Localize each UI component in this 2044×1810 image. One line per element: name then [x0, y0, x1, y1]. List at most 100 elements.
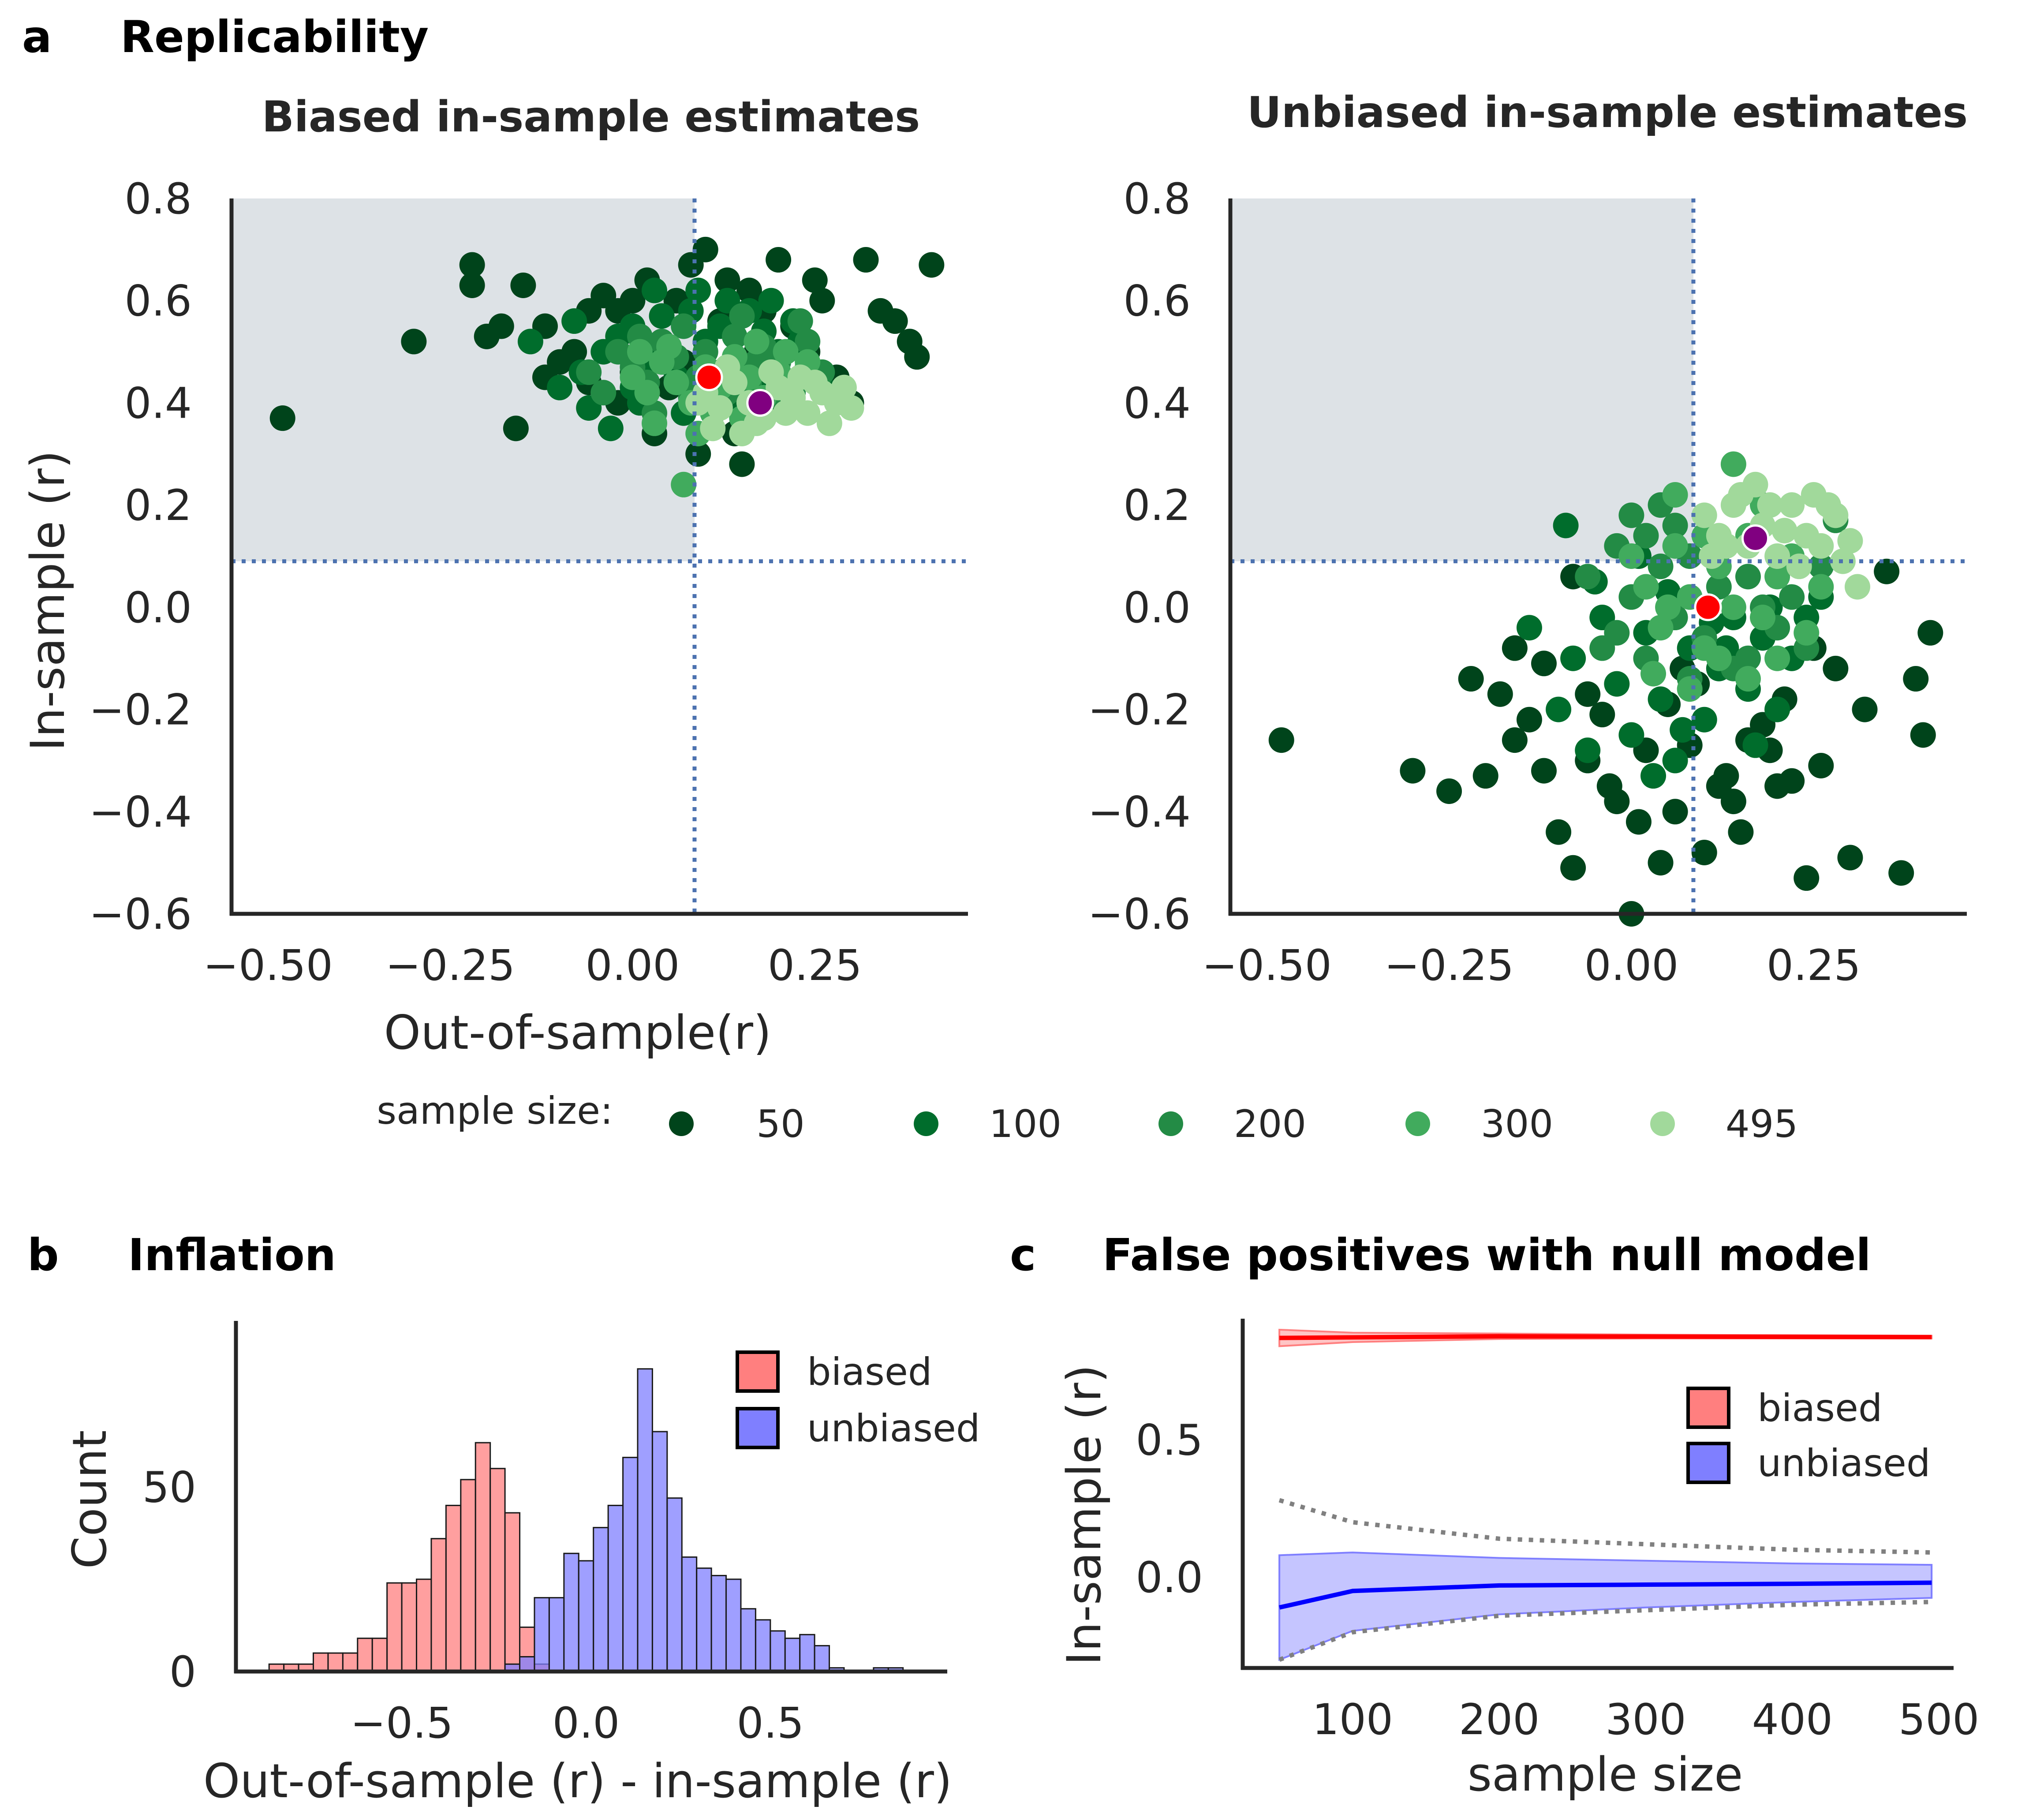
x-tick-label: 300: [1605, 1695, 1686, 1744]
scatter-point-n50: [561, 339, 587, 365]
histogram-bar-unbiased: [593, 1527, 609, 1672]
scatter-point-n495: [1691, 502, 1717, 528]
histogram-plot-area: −0.5 0.0 0.5 0 50 biased unbiased: [142, 1321, 980, 1748]
histogram-bar-biased: [357, 1638, 373, 1672]
scatter-point-n495: [1844, 574, 1870, 600]
scatter-point-n50: [1575, 681, 1601, 707]
x-tick-label: 0.0: [553, 1698, 620, 1748]
scatter-point-n50: [1502, 727, 1528, 753]
legend-label-n50: 50: [756, 1102, 804, 1146]
histogram-bar-biased: [460, 1479, 476, 1672]
scatter-point-n50: [736, 277, 762, 303]
x-tick-label: −0.25: [385, 941, 515, 990]
scatter-point-n200: [1633, 523, 1659, 549]
histogram-legend-label-unbiased: unbiased: [807, 1406, 980, 1451]
scatter-point-n300: [642, 410, 668, 436]
x-tick-label: 500: [1898, 1695, 1979, 1744]
x-tick-label: 100: [1312, 1695, 1393, 1744]
scatter-point-n50: [1436, 778, 1462, 804]
scatter-point-n300: [1648, 615, 1674, 641]
scatter-point-n300: [1720, 594, 1746, 620]
inflation-histogram: −0.5 0.0 0.5 0 50 biased unbiased Out-of-sampl…: [63, 1321, 980, 1808]
scatter-point-n495: [831, 374, 857, 400]
mean-point-biased-sample: [1694, 593, 1722, 621]
scatter-point-n200: [729, 303, 755, 329]
scatter-point-n300: [627, 339, 653, 365]
histogram-bar-unbiased: [534, 1597, 550, 1672]
scatter-point-n495: [700, 415, 726, 441]
scatter-point-n200: [1779, 584, 1805, 610]
x-tick-label: 0.00: [586, 941, 680, 990]
scatter-point-n300: [634, 380, 660, 406]
scatter-point-n50: [1625, 809, 1652, 835]
scatter-point-n50: [1779, 768, 1805, 794]
scatter-point-n495: [795, 400, 821, 426]
scatter-point-n100: [1662, 748, 1688, 774]
scatter-point-n300: [671, 471, 697, 497]
line-chart-legend-swatch-unbiased: [1686, 1442, 1730, 1484]
y-tick-label: −0.4: [1088, 787, 1191, 837]
mean-point-full-sample: [746, 389, 774, 417]
histogram-bar-unbiased: [666, 1497, 683, 1672]
mean-line-unbiased: [1278, 1580, 1932, 1610]
scatter-point-n50: [1910, 722, 1936, 748]
scatter-point-n495: [1713, 533, 1739, 559]
mean-point-full-sample: [1741, 524, 1769, 552]
scatter-point-n300: [1706, 645, 1732, 671]
scatter-point-n200: [721, 323, 747, 349]
scatter-point-n200: [795, 329, 821, 355]
scatter-biased-title: Biased in-sample estimates: [262, 92, 920, 142]
y-tick-label: 0.0: [1123, 583, 1191, 632]
legend-label-n200: 200: [1234, 1102, 1306, 1146]
scatter-point-n50: [853, 247, 879, 273]
scatter-point-n100: [1618, 722, 1644, 748]
scatter-x-axis-label: Out-of-sample(r): [384, 1006, 772, 1060]
legend-marker-n50: [669, 1111, 694, 1136]
line-chart-y-axis-label: In-sample (r): [1057, 1365, 1111, 1665]
scatter-point-n300: [1662, 533, 1688, 559]
scatter-unbiased-title: Unbiased in-sample estimates: [1247, 88, 1968, 137]
scatter-unbiased: Unbiased in-sample estimates −0.50 −0.25 0…: [1088, 88, 1968, 990]
scatter-point-n200: [787, 308, 813, 334]
scatter-point-n300: [773, 339, 799, 365]
histogram-bar-biased: [430, 1538, 447, 1672]
scatter-point-n200: [576, 359, 602, 385]
legend-marker-n300: [1405, 1111, 1430, 1136]
histogram-bar-unbiased: [578, 1560, 594, 1672]
scatter-point-n50: [1400, 758, 1426, 784]
scatter-point-n50: [1720, 789, 1746, 815]
panel-b-letter: b: [27, 1229, 59, 1281]
null-model-line-null_lower: [1278, 1600, 1932, 1662]
legend-label-n100: 100: [989, 1102, 1061, 1146]
legend-marker-n495: [1650, 1111, 1675, 1136]
histogram-bar-unbiased: [563, 1552, 579, 1672]
scatter-biased: Biased in-sample estimates −0.50 −0.25 0.0…: [21, 92, 968, 1060]
scatter-point-n495: [1801, 482, 1827, 508]
scatter-point-n495: [816, 410, 842, 436]
panel-b-title: Inflation: [128, 1229, 336, 1281]
y-tick-label: −0.6: [1088, 890, 1191, 939]
scatter-point-n50: [459, 272, 485, 298]
y-tick-label: 0.8: [124, 174, 192, 224]
x-tick-label: 0.5: [737, 1698, 804, 1748]
scatter-point-n100: [1648, 686, 1674, 712]
y-tick-label: −0.4: [89, 787, 192, 837]
histogram-bar-unbiased: [725, 1578, 742, 1672]
histogram-bar-unbiased: [681, 1556, 698, 1672]
histogram-bar-unbiased: [710, 1574, 727, 1672]
scatter-point-n200: [1618, 502, 1644, 528]
x-tick-label: −0.50: [1202, 941, 1332, 990]
scatter-point-n50: [1691, 839, 1717, 865]
x-tick-label: −0.5: [351, 1698, 453, 1748]
scatter-point-n50: [1903, 666, 1929, 692]
y-tick-label: 0.8: [1123, 174, 1191, 224]
scatter-point-n300: [1633, 574, 1659, 600]
histogram-bar-biased: [313, 1652, 329, 1672]
scatter-point-n100: [642, 277, 668, 303]
panel-c-letter: c: [1010, 1229, 1036, 1281]
scatter-point-n50: [459, 252, 485, 278]
y-tick-label: −0.6: [89, 890, 192, 939]
scatter-point-n495: [1771, 518, 1797, 544]
legend-title: sample size:: [377, 1089, 613, 1133]
